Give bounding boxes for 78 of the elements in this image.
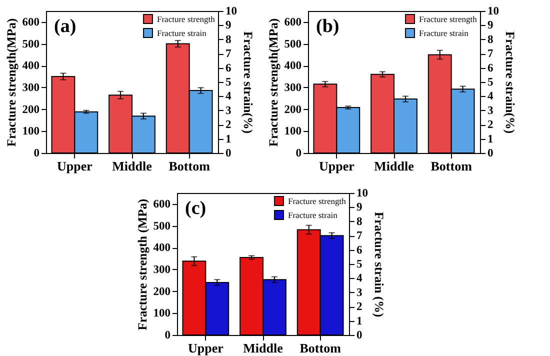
y-tick-label: 600: [284, 16, 302, 28]
y-tick-label: 300: [153, 264, 171, 276]
x-tick-label: Upper: [56, 158, 93, 174]
annotation: (b): [316, 16, 340, 37]
y-tick-label: 500: [284, 38, 302, 50]
legend-label: Fracture strength: [157, 14, 216, 24]
y2-tick-label: 3: [226, 104, 232, 117]
y2-tick-label: 7: [488, 48, 494, 60]
y-tick-label: 0: [296, 148, 302, 160]
y-tick-label: 200: [22, 104, 40, 116]
y-axis-title: Fracture strength(MPa): [4, 18, 18, 147]
y2-axis-title: Fracture strain (%): [372, 212, 386, 318]
y2-tick-label: 10: [356, 188, 368, 200]
y2-tick-label: 9: [356, 202, 362, 214]
x-tick-label: Middle: [374, 158, 414, 174]
y2-tick-label: 5: [488, 76, 494, 88]
y2-tick-label: 4: [226, 90, 232, 103]
y-tick-label: 100: [284, 126, 302, 138]
y-tick-label: 500: [22, 38, 40, 50]
legend-label: Fracture strength: [288, 196, 347, 206]
legend-label: Fracture strength: [419, 14, 478, 24]
y2-axis-title: Fracture strain(%): [241, 31, 255, 134]
y2-tick-label: 4: [488, 90, 494, 103]
y2-tick-label: 9: [488, 20, 494, 32]
y2-tick-label: 4: [356, 272, 362, 285]
y-tick-label: 500: [153, 220, 171, 232]
y2-tick-label: 6: [488, 62, 494, 74]
y2-tick-label: 8: [488, 34, 494, 46]
y2-tick-label: 6: [226, 62, 232, 74]
x-tick-label: Middle: [243, 340, 284, 356]
x-tick-label: Middle: [112, 158, 152, 174]
y-tick-label: 600: [153, 198, 171, 210]
annotation: (a): [54, 16, 76, 37]
y2-tick-label: 7: [226, 48, 232, 60]
y-tick-label: 200: [284, 104, 302, 116]
y2-tick-label: 6: [356, 244, 362, 256]
y-tick-label: 300: [22, 82, 40, 94]
y2-tick-label: 0: [488, 148, 494, 160]
y2-tick-label: 2: [226, 119, 232, 132]
y2-tick-label: 3: [356, 286, 362, 299]
y2-tick-label: 0: [356, 330, 362, 342]
y2-tick-label: 0: [226, 148, 232, 160]
y-axis-title: Fracture strength (MPa): [135, 198, 150, 330]
y2-tick-label: 10: [226, 6, 238, 18]
y-tick-label: 100: [153, 308, 171, 320]
y2-axis-title: Fracture strain(%): [503, 31, 517, 134]
y2-tick-label: 10: [488, 6, 500, 18]
y-tick-label: 0: [34, 148, 40, 160]
y2-tick-label: 2: [356, 301, 362, 314]
y2-tick-label: 8: [226, 34, 232, 46]
y2-tick-label: 1: [356, 315, 362, 328]
x-tick-label: Bottom: [430, 158, 472, 174]
annotation: (c): [185, 198, 206, 219]
y-axis-title: Fracture strength(MPa): [266, 18, 280, 147]
y-tick-label: 400: [284, 60, 302, 72]
legend-label: Fracture strain: [157, 28, 208, 38]
y-tick-label: 400: [22, 60, 40, 72]
y2-tick-label: 5: [356, 258, 362, 270]
y2-tick-label: 5: [226, 76, 232, 88]
y2-tick-label: 7: [356, 230, 362, 242]
x-tick-label: Upper: [188, 340, 224, 356]
y-tick-label: 0: [164, 330, 171, 342]
y-tick-label: 600: [22, 16, 40, 28]
y-tick-label: 400: [153, 242, 171, 254]
y2-tick-label: 8: [356, 216, 362, 228]
y2-tick-label: 3: [488, 104, 494, 117]
y-tick-label: 200: [153, 286, 171, 298]
y-tick-label: 300: [284, 82, 302, 94]
x-tick-label: Upper: [318, 158, 355, 174]
y2-tick-label: 9: [226, 20, 232, 32]
y2-tick-label: 1: [488, 133, 494, 146]
y-tick-label: 100: [22, 126, 40, 138]
y2-tick-label: 2: [488, 119, 494, 132]
legend-label: Fracture strain: [288, 210, 338, 220]
x-tick-label: Bottom: [168, 158, 210, 174]
x-tick-label: Bottom: [300, 340, 342, 356]
y2-tick-label: 1: [226, 133, 232, 146]
legend-label: Fracture strain: [419, 28, 470, 38]
